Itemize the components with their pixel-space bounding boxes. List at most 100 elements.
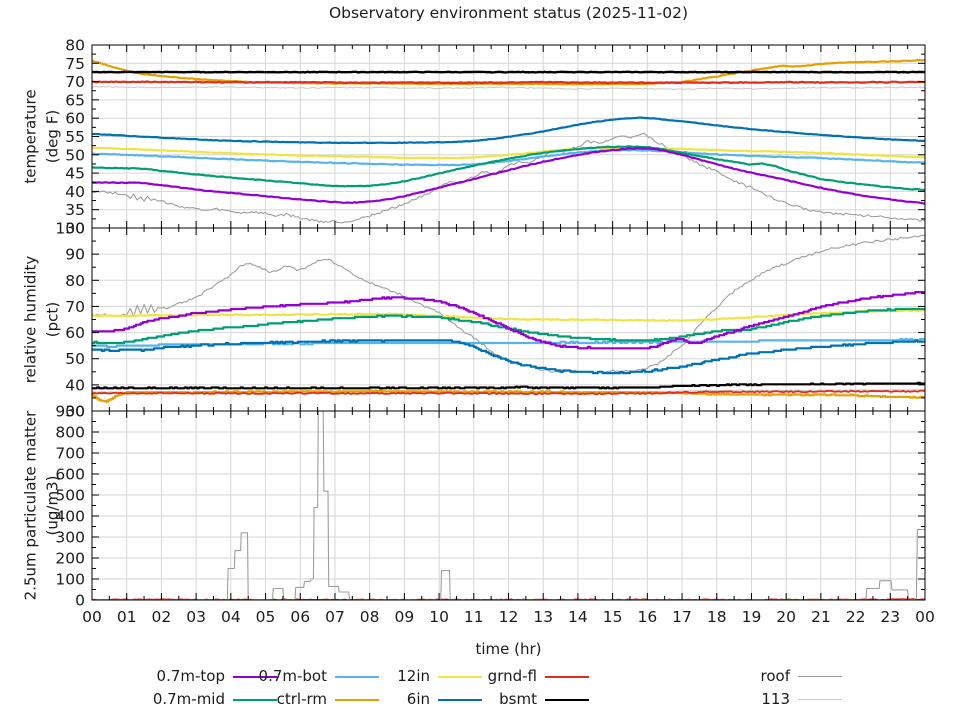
tick-label: 13 [533, 608, 553, 626]
tick-label: 10 [429, 608, 449, 626]
tick-label: 70 [65, 298, 85, 316]
tick-label: 16 [637, 608, 657, 626]
series-line-temperature-grnd-fl [92, 80, 925, 85]
panel-series-temperature [92, 58, 925, 224]
tick-label: 15 [603, 608, 623, 626]
legend-item-label-ctrl-rm: ctrl-rm [276, 690, 327, 708]
tick-label: 21 [811, 608, 831, 626]
series-line-temperature-0.7m-bot [92, 148, 925, 167]
series-line-temperature-6in [92, 116, 925, 145]
y-axis-label-pm25-line1: 2.5um particulate matter [21, 410, 40, 601]
tick-label: 19 [742, 608, 762, 626]
tick-label: 100 [55, 571, 85, 589]
tick-label: 0 [75, 592, 85, 610]
tick-label: 18 [707, 608, 727, 626]
legend-item-swatch-0.7m-bot [335, 676, 379, 678]
tick-label: 60 [65, 110, 85, 128]
tick-label: 200 [55, 550, 85, 568]
tick-label: 04 [221, 608, 241, 626]
tick-label: 05 [256, 608, 276, 626]
tick-label: 65 [65, 91, 85, 109]
tick-label: 50 [65, 146, 85, 164]
panel-relative-humidity: 30 40 50 60 70 80 90 100 [55, 220, 926, 421]
tick-label: 80 [65, 37, 85, 55]
series-line-temperature-ctrl-rm [92, 58, 925, 86]
tick-label: 70 [65, 73, 85, 91]
tick-label: 11 [464, 608, 484, 626]
x-axis-label: time (hr) [475, 640, 542, 658]
tick-label: 20 [776, 608, 796, 626]
series-line-relative-humidity-12in [92, 309, 925, 322]
series-line-relative-humidity-grnd-fl [92, 389, 925, 396]
series-line-temperature-12in [92, 146, 925, 160]
tick-label: 400 [55, 508, 85, 526]
series-line-pm25-roof [92, 411, 925, 600]
legend-item-swatch-roof [798, 676, 842, 677]
tick-label: 08 [360, 608, 380, 626]
chart-title: Observatory environment status (2025-11-… [328, 4, 689, 22]
tick-label: 60 [65, 324, 85, 342]
tick-label: 35 [65, 201, 85, 219]
series-line-temperature-0.7m-mid [92, 145, 925, 191]
panel-pm25: 0 100 200 300 400 500 600 700 800 900 [55, 403, 926, 610]
series-line-relative-humidity-0.7m-top [92, 291, 925, 350]
tick-label: 50 [65, 350, 85, 368]
panel-series-relative-humidity [92, 234, 925, 403]
tick-label: 00 [915, 608, 935, 626]
tick-label: 600 [55, 466, 85, 484]
tick-label: 100 [55, 220, 85, 238]
series-line-temperature-113 [92, 85, 925, 91]
tick-label: 700 [55, 445, 85, 463]
tick-label: 22 [846, 608, 866, 626]
series-line-relative-humidity-6in [92, 339, 925, 375]
series-line-relative-humidity-bsmt [92, 381, 925, 390]
legend-item-label-bsmt: bsmt [499, 690, 537, 708]
tick-label: 12 [499, 608, 519, 626]
tick-label: 23 [880, 608, 900, 626]
tick-label: 300 [55, 529, 85, 547]
legend-item-swatch-grnd-fl [545, 676, 589, 678]
tick-label: 30 [65, 220, 85, 238]
legend-item-label-0.7m-bot: 0.7m-bot [258, 667, 327, 685]
tick-label: 14 [568, 608, 588, 626]
tick-label: 90 [65, 246, 85, 264]
y-axis-label-pm25-line2: (ug/m3) [43, 475, 62, 536]
tick-label: 07 [325, 608, 345, 626]
legend-item-label-roof: roof [760, 667, 790, 685]
legend-item-swatch-ctrl-rm [335, 699, 379, 701]
tick-label: 40 [65, 183, 85, 201]
tick-label: 45 [65, 165, 85, 183]
legend-item-swatch-0.7m-top [233, 676, 277, 678]
legend-item-label-0.7m-top: 0.7m-top [156, 667, 225, 685]
legend-item-label-113: 113 [761, 690, 790, 708]
tick-label: 55 [65, 128, 85, 146]
tick-label: 06 [290, 608, 310, 626]
legend-item-swatch-bsmt [545, 699, 589, 701]
tick-label: 800 [55, 424, 85, 442]
legend-item-swatch-113 [798, 699, 842, 700]
legend-item-swatch-12in [438, 676, 482, 678]
plot-svg: 3035404550556065707580304050607080901000… [55, 37, 935, 627]
tick-label: 80 [65, 272, 85, 290]
series-line-temperature-0.7m-top [92, 147, 925, 205]
tick-label: 40 [65, 376, 85, 394]
tick-label: 01 [117, 608, 137, 626]
tick-label: 75 [65, 55, 85, 73]
legend-item-label-grnd-fl: grnd-fl [487, 667, 537, 685]
tick-label: 00 [82, 608, 102, 626]
series-line-temperature-bsmt [92, 70, 925, 74]
legend-item-label-12in: 12in [397, 667, 430, 685]
series-line-temperature-roof [92, 132, 925, 224]
tick-label: 03 [186, 608, 206, 626]
tick-label: 30 [65, 403, 85, 421]
tick-label: 02 [152, 608, 172, 626]
legend-item-swatch-6in [438, 699, 482, 701]
tick-label: 900 [55, 403, 85, 421]
legend-item-label-6in: 6in [406, 690, 430, 708]
tick-label: 500 [55, 487, 85, 505]
legend-item-swatch-0.7m-mid [233, 699, 277, 701]
tick-label: 09 [395, 608, 415, 626]
legend-item-label-0.7m-mid: 0.7m-mid [152, 690, 225, 708]
